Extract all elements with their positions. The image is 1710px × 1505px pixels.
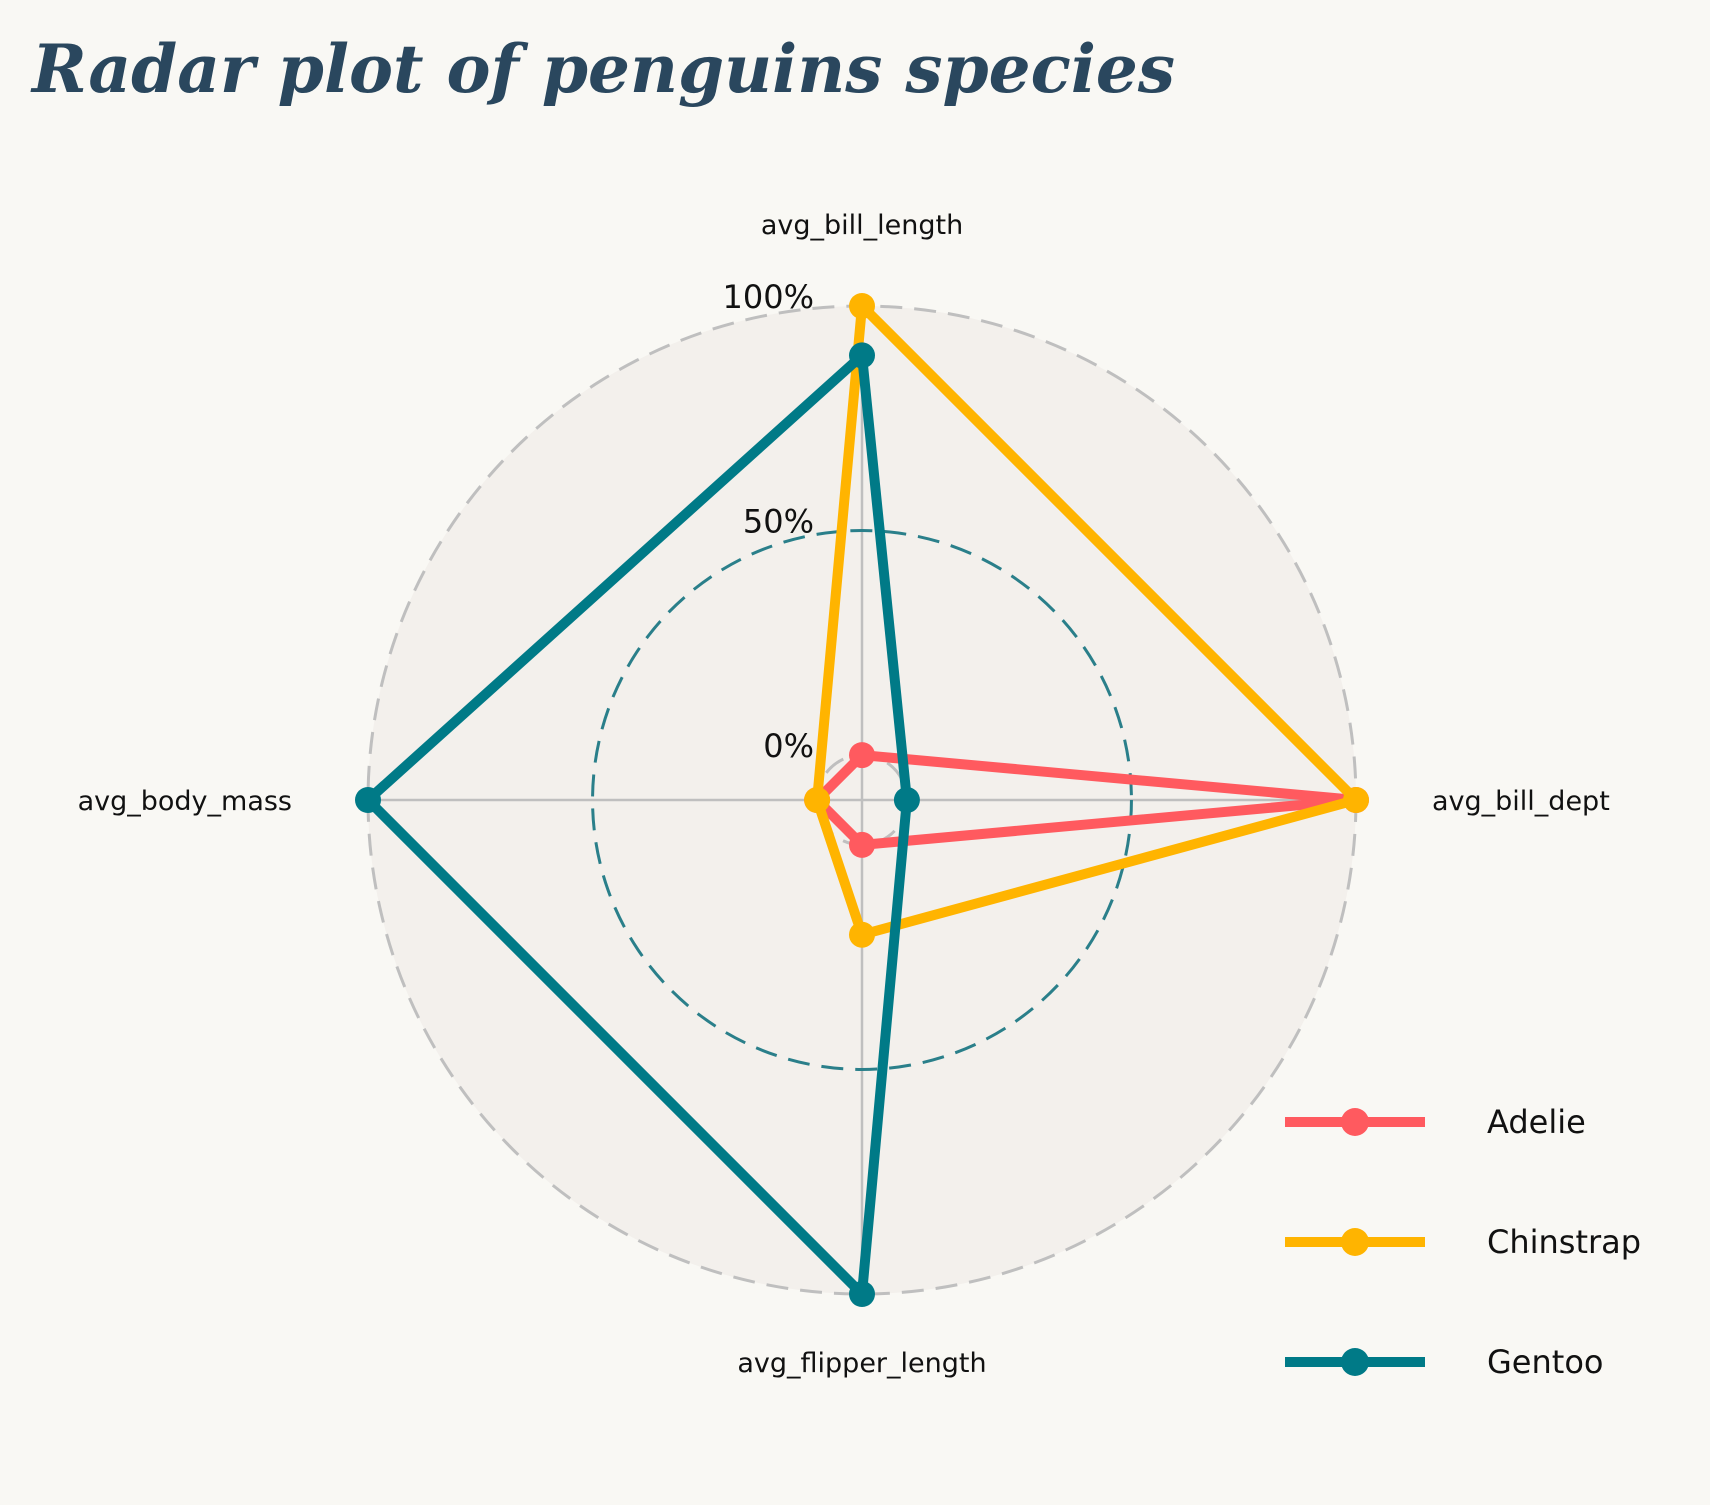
axis-label-avg-bill-dept: avg_bill_dept	[1432, 786, 1610, 817]
data-point-gentoo-avg-flipper-length	[849, 1281, 875, 1307]
data-point-gentoo-avg-body-mass	[355, 787, 381, 813]
legend-item-gentoo: Gentoo	[1285, 1343, 1603, 1381]
axis-labels: avg_bill_length avg_bill_dept avg_flipper_…	[78, 210, 1610, 1379]
radar-series	[355, 293, 1369, 1307]
data-point-adelie-avg-flipper-length	[849, 831, 875, 858]
data-point-chinstrap-avg-body-mass	[804, 787, 831, 813]
tick-label-50: 50%	[743, 503, 814, 541]
legend-label: Adelie	[1487, 1103, 1586, 1141]
chart-title: Radar plot of penguins species	[30, 30, 1175, 108]
grid-ring-50	[591, 529, 1133, 1071]
legend-swatch-marker	[1341, 1108, 1369, 1136]
tick-label-100: 100%	[723, 278, 814, 316]
legend-item-chinstrap: Chinstrap	[1285, 1223, 1641, 1261]
legend-swatch-marker	[1341, 1348, 1369, 1376]
chart-legend: Adelie Chinstrap Gentoo	[1285, 1103, 1641, 1381]
radial-tick-labels: 0% 50% 100%	[723, 278, 814, 765]
data-point-gentoo-avg-bill-length	[849, 342, 875, 369]
legend-item-adelie: Adelie	[1285, 1103, 1586, 1141]
axis-label-avg-bill-length: avg_bill_length	[761, 210, 963, 241]
data-point-gentoo-avg-bill-dept	[893, 787, 920, 813]
data-point-chinstrap-avg-bill-dept	[1343, 787, 1369, 813]
legend-label: Chinstrap	[1487, 1223, 1641, 1261]
series-chinstrap	[804, 293, 1369, 948]
axis-label-avg-flipper-length: avg_flipper_length	[737, 1348, 986, 1379]
data-point-chinstrap-avg-flipper-length	[849, 921, 875, 948]
series-gentoo	[355, 342, 920, 1307]
data-point-chinstrap-avg-bill-length	[849, 293, 875, 319]
legend-swatch-marker	[1341, 1228, 1369, 1256]
legend-label: Gentoo	[1487, 1343, 1603, 1381]
tick-label-0: 0%	[763, 727, 814, 765]
data-point-adelie-avg-bill-length	[849, 742, 875, 769]
axis-label-avg-body-mass: avg_body_mass	[78, 786, 292, 817]
